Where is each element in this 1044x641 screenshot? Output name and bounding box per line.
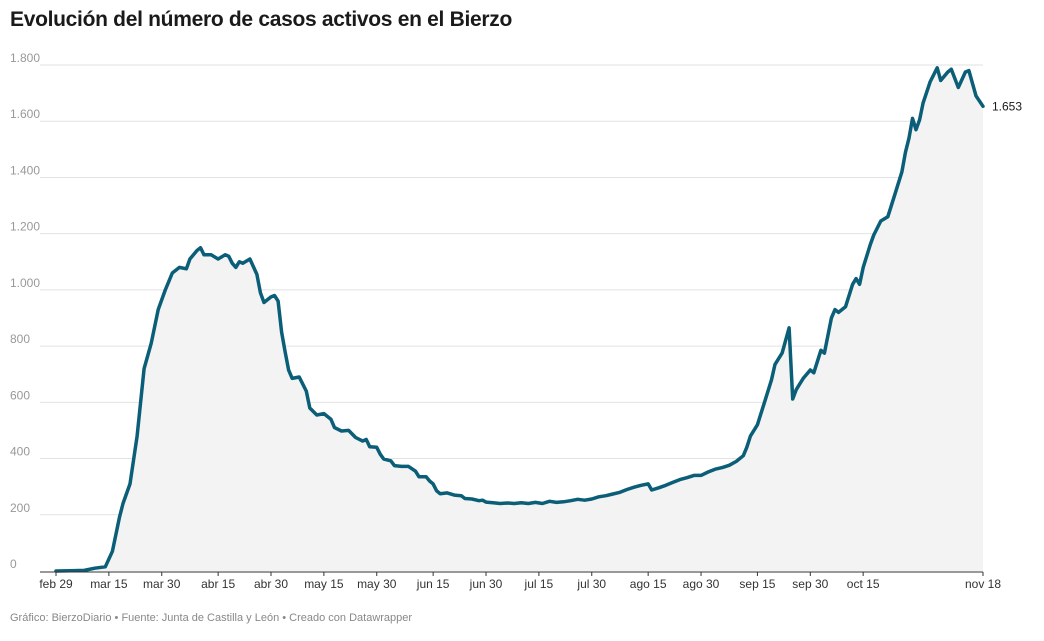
y-tick-label: 1.600 <box>10 107 40 121</box>
x-axis-ticks: feb 29 mar 15 mar 30 abr 15 abr 30 may 15 may … <box>39 572 1001 591</box>
x-tick-label: abr 30 <box>254 577 288 591</box>
chart-footer: Gráfico: BierzoDiario • Fuente: Junta de… <box>10 612 413 624</box>
x-tick-label: oct 15 <box>847 577 880 591</box>
x-tick-label: ago 30 <box>683 577 720 591</box>
y-tick-label: 400 <box>10 445 30 459</box>
x-tick-label: may 30 <box>357 577 397 591</box>
x-tick-label: ago 15 <box>630 577 667 591</box>
series-line <box>54 66 985 573</box>
series-area <box>56 67 983 572</box>
x-tick-label: may 15 <box>304 577 344 591</box>
x-tick-label: jul 15 <box>524 577 554 591</box>
x-tick-label: jun 15 <box>416 577 450 591</box>
x-tick-label: jun 30 <box>469 577 503 591</box>
x-tick-label: abr 15 <box>201 577 235 591</box>
y-tick-label: 1.400 <box>10 163 40 177</box>
x-tick-label: jul 30 <box>576 577 606 591</box>
x-tick-label: mar 30 <box>143 577 181 591</box>
end-value-label: 1.653 <box>992 99 1022 113</box>
y-tick-label: 1.800 <box>10 51 40 65</box>
y-tick-label: 600 <box>10 388 30 402</box>
x-tick-label: feb 29 <box>39 577 73 591</box>
x-tick-label: nov 18 <box>965 577 1001 591</box>
x-tick-label: mar 15 <box>90 577 128 591</box>
x-tick-label: sep 15 <box>739 577 775 591</box>
chart-title: Evolución del número de casos activos en… <box>10 8 512 31</box>
y-tick-label: 800 <box>10 332 30 346</box>
y-tick-label: 200 <box>10 501 30 515</box>
y-tick-label: 1.200 <box>10 220 40 234</box>
y-tick-label: 1.000 <box>10 276 40 290</box>
x-tick-label: sep 30 <box>792 577 828 591</box>
y-axis-ticks: 0 200 400 600 800 1.000 1.200 1.400 1.600 1.800 <box>10 51 40 571</box>
y-tick-label: 0 <box>10 557 17 571</box>
